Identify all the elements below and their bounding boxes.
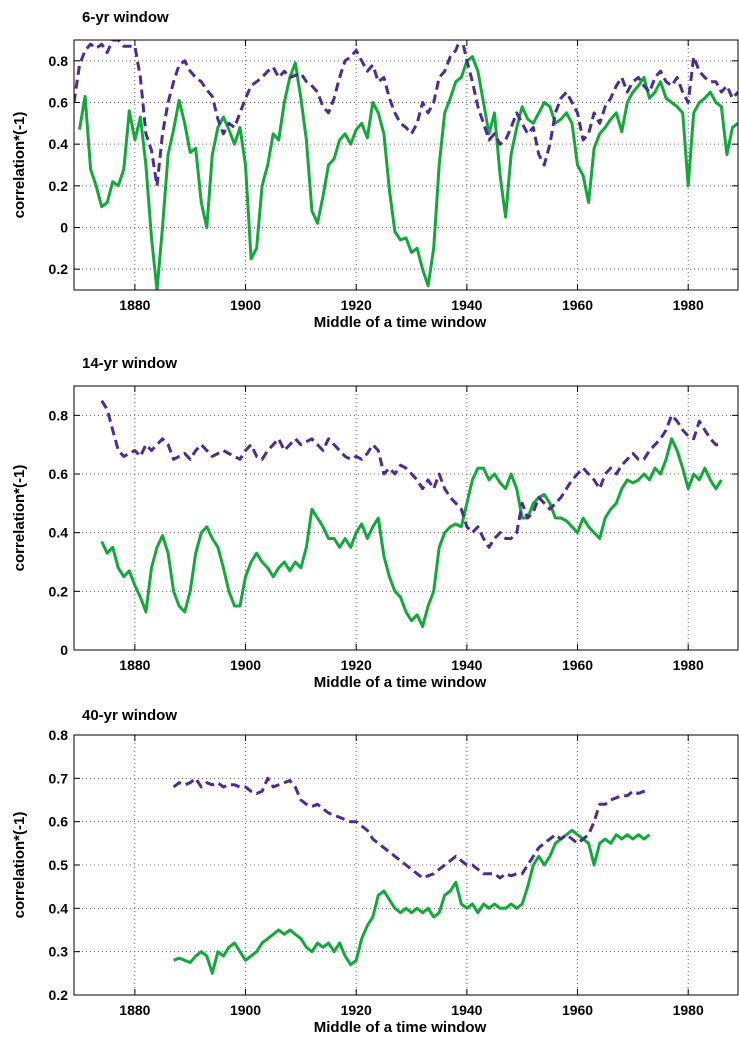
solid-series-line xyxy=(100,437,723,628)
axes-frame xyxy=(73,385,739,651)
axes-frame xyxy=(73,39,739,291)
panel-title: 14-yr window xyxy=(82,355,177,372)
y-tick-label: 0.7 xyxy=(49,770,69,786)
y-axis-label: correlation*(-1) xyxy=(11,112,28,219)
x-tick-label: 1880 xyxy=(119,297,150,313)
y-axis-label: correlation*(-1) xyxy=(11,812,28,919)
x-tick-label: 1960 xyxy=(562,1002,593,1018)
x-tick-label: 1980 xyxy=(673,657,704,673)
x-axis-label: Middle of a time window xyxy=(314,674,487,691)
x-tick-label: 1900 xyxy=(230,657,261,673)
x-tick-label: 1940 xyxy=(451,297,482,313)
x-tick-label: 1920 xyxy=(341,1002,372,1018)
y-tick-label: 0.2 xyxy=(49,178,69,194)
dashed-series-line xyxy=(100,399,722,549)
x-tick-label: 1960 xyxy=(562,297,593,313)
x-axis-label: Middle of a time window xyxy=(314,1019,487,1036)
x-tick-label: 1880 xyxy=(119,1002,150,1018)
panel-title: 40-yr window xyxy=(82,707,177,724)
x-tick-label: 1980 xyxy=(673,1002,704,1018)
x-tick-label: 1980 xyxy=(673,297,704,313)
x-axis-label: Middle of a time window xyxy=(314,314,487,331)
x-tick-label: 1880 xyxy=(119,657,150,673)
x-tick-label: 1900 xyxy=(230,1002,261,1018)
x-tick-label: 1920 xyxy=(341,657,372,673)
y-tick-label: 0.6 xyxy=(49,466,69,482)
y-tick-label: 0.4 xyxy=(49,136,69,152)
x-tick-label: 1940 xyxy=(451,657,482,673)
y-tick-label: 0 xyxy=(60,220,68,236)
y-tick-label: 0 xyxy=(60,642,68,658)
y-tick-label: 0.4 xyxy=(49,900,69,916)
panel-title: 6-yr window xyxy=(82,9,169,26)
y-tick-label: 0.8 xyxy=(49,727,69,743)
x-tick-label: 1920 xyxy=(341,297,372,313)
solid-series-line xyxy=(78,55,738,290)
y-tick-label: 0.2 xyxy=(49,261,69,277)
panel-40yr: 40-yr window 1880 1900 1920 1940 1960 1980 0.2… xyxy=(11,707,739,1036)
dashed-series-line xyxy=(74,40,738,188)
dashed-series-line xyxy=(172,776,651,880)
x-tick-label: 1960 xyxy=(562,657,593,673)
y-tick-label: 0.5 xyxy=(49,857,69,873)
y-tick-label: 0.8 xyxy=(49,407,69,423)
y-tick-label: 0.8 xyxy=(49,53,69,69)
solid-series-line xyxy=(173,828,651,975)
y-tick-label: 0.6 xyxy=(49,95,69,111)
panel-14yr: 14-yr window 1880 1900 1920 1940 1960 1980 0 0.… xyxy=(11,355,739,691)
y-tick-label: 0.2 xyxy=(49,987,69,1003)
y-tick-label: 0.4 xyxy=(49,525,69,541)
y-tick-label: 0.6 xyxy=(49,814,69,830)
x-tick-label: 1900 xyxy=(230,297,261,313)
panel-6yr: 6-yr window 1880 1900 1920 1940 1960 1980 0.8 0… xyxy=(11,9,739,331)
x-tick-label: 1940 xyxy=(451,1002,482,1018)
y-axis-label: correlation*(-1) xyxy=(11,465,28,572)
y-tick-label: 0.3 xyxy=(49,944,69,960)
y-tick-label: 0.2 xyxy=(49,583,69,599)
